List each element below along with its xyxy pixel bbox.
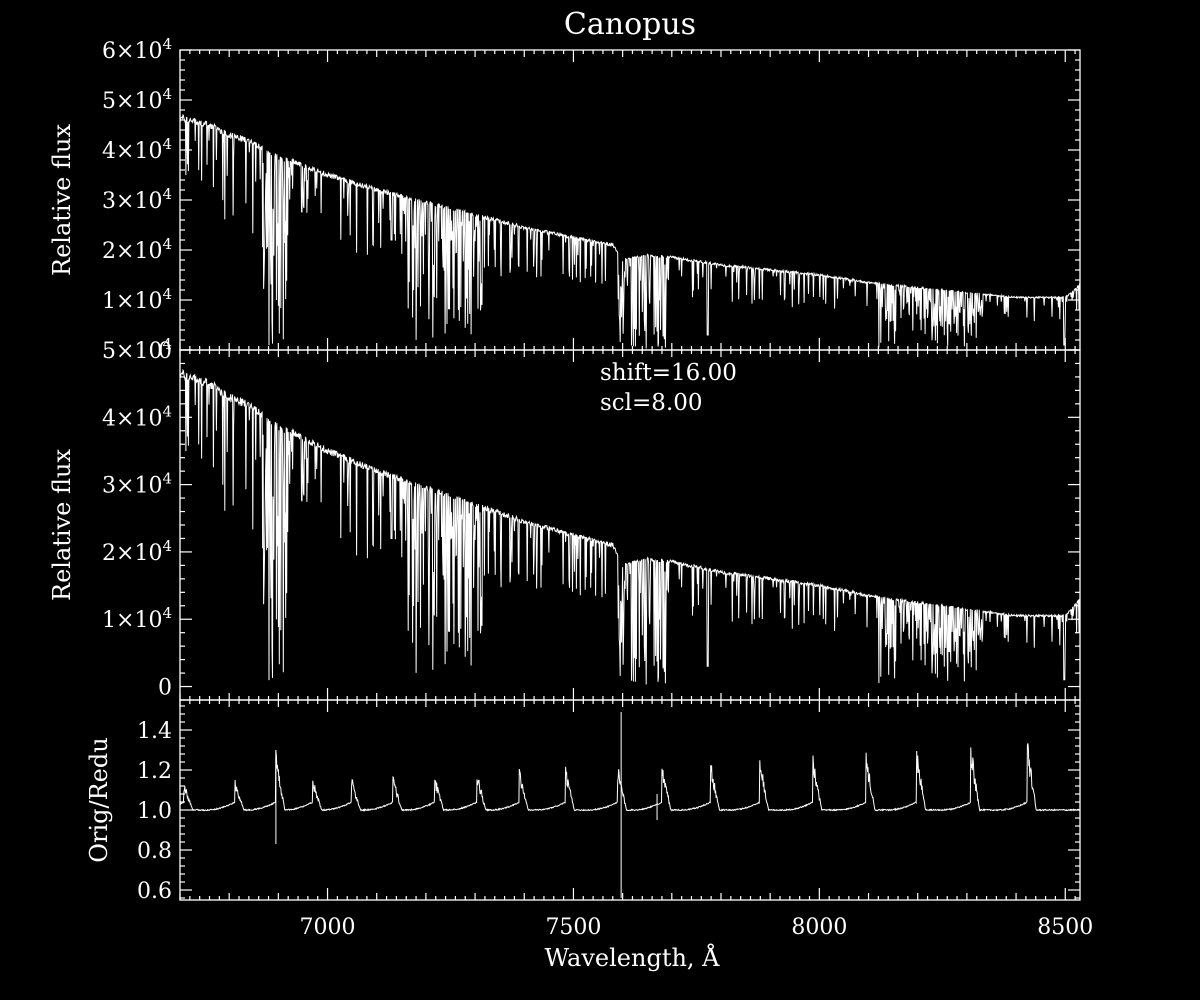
chart-title: Canopus: [564, 7, 696, 42]
bottom-ylabel: Orig/Redu: [85, 737, 113, 862]
xlabel: Wavelength, Å: [544, 943, 720, 972]
middle-ylabel: Relative flux: [48, 449, 76, 601]
y-tick-label: 0: [158, 339, 172, 364]
y-tick-label: 2×104: [102, 537, 172, 566]
y-tick-label: 1.4: [137, 719, 172, 744]
y-tick-label: 1×104: [102, 604, 172, 633]
axis-ticks: [179, 49, 1080, 900]
y-tick-label: 4×104: [102, 135, 172, 164]
middle-spectrum-line: [179, 368, 1081, 685]
y-tick-label: 3×104: [102, 185, 172, 214]
y-tick-label: 0.6: [137, 879, 172, 904]
x-tick-label: 8000: [791, 915, 847, 940]
y-tick-label: 1.0: [137, 799, 172, 824]
y-tick-label: 5×104: [102, 335, 172, 364]
shift-annotation: shift=16.00: [600, 360, 737, 386]
y-tick-label: 1×104: [102, 285, 172, 314]
tick-labels: 7000 7500 8000 8500 0 1×104 2×104 3×104 4×104 5×1…: [102, 35, 1093, 940]
top-spectrum-line: [179, 113, 1081, 349]
y-tick-label: 1.2: [137, 759, 172, 784]
x-tick-label: 7000: [300, 915, 356, 940]
y-tick-label: 3×104: [102, 470, 172, 499]
x-tick-label: 7500: [545, 915, 601, 940]
scl-annotation: scl=8.00: [600, 390, 703, 416]
spectrum-traces: [179, 113, 1081, 898]
y-tick-label: 5×104: [102, 85, 172, 114]
y-tick-label: 0: [158, 676, 172, 701]
x-tick-label: 8500: [1037, 915, 1093, 940]
ratio-line: [179, 743, 1081, 812]
y-tick-label: 4×104: [102, 402, 172, 431]
top-ylabel: Relative flux: [48, 124, 76, 276]
bottom-panel-frame: [179, 699, 1081, 901]
y-tick-label: 6×104: [102, 35, 172, 64]
y-tick-label: 0.8: [137, 839, 172, 864]
y-tick-label: 2×104: [102, 235, 172, 264]
